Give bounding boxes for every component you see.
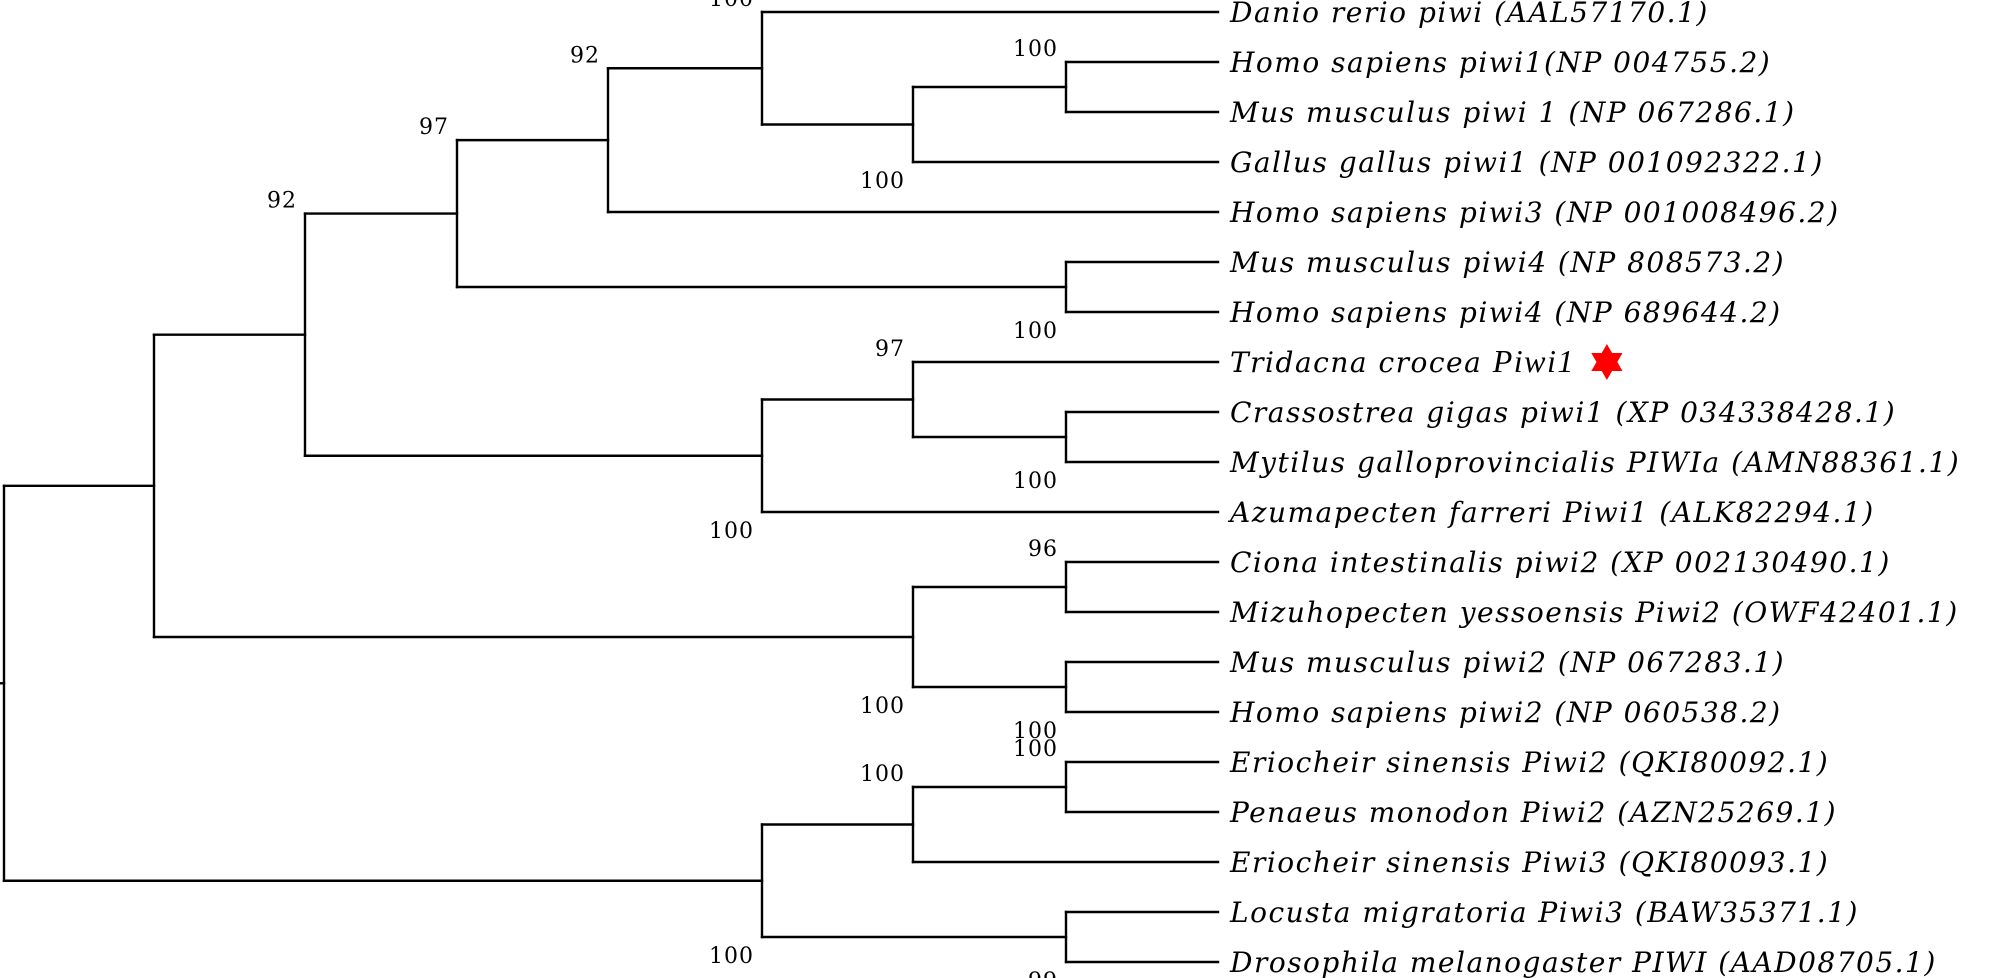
bootstrap-values: 1001001009210097100971009296100100100100… [267, 0, 1058, 978]
bootstrap-value: 100 [709, 519, 754, 544]
taxon-label: Mus musculus piwi 1 (NP 067286.1) [1229, 96, 1796, 129]
taxon-label: Danio rerio piwi (AAL57170.1) [1229, 0, 1709, 29]
bootstrap-value: 100 [860, 762, 905, 787]
taxon-label: Ciona intestinalis piwi2 (XP 002130490.1… [1230, 546, 1891, 579]
bootstrap-value: 92 [267, 189, 297, 214]
highlighted-taxon-label: Tridacna crocea Piwi1 [1230, 343, 1575, 379]
bootstrap-value: 97 [419, 115, 449, 140]
bootstrap-value: 100 [1013, 319, 1058, 344]
taxon-label: Crassostrea gigas piwi1 (XP 034338428.1) [1230, 396, 1896, 429]
star-icon [1591, 344, 1623, 380]
taxon-labels: Danio rerio piwi (AAL57170.1) Homo sapien… [1227, 0, 1960, 978]
taxon-label: Mus musculus piwi2 (NP 067283.1) [1229, 646, 1785, 679]
taxon-label: Homo sapiens piwi2 (NP 060538.2) [1229, 696, 1782, 729]
bootstrap-value: 100 [1013, 719, 1058, 744]
taxon-label: Mytilus galloprovincialis PIWIa (AMN8836… [1229, 446, 1960, 479]
bootstrap-value: 100 [860, 169, 905, 194]
taxon-label-suffix: Piwi1 [1492, 343, 1575, 379]
bootstrap-value: 92 [570, 43, 600, 68]
taxon-label: Mizuhopecten yessoensis Piwi2 (OWF42401.… [1229, 596, 1959, 629]
bootstrap-value: 100 [1013, 37, 1058, 62]
taxon-label: Gallus gallus piwi1 (NP 001092322.1) [1230, 146, 1824, 179]
bootstrap-value: 97 [875, 337, 905, 362]
taxon-label: Locusta migratoria Piwi3 (BAW35371.1) [1229, 896, 1859, 929]
taxon-label: Homo sapiens piwi1(NP 004755.2) [1229, 46, 1771, 79]
bootstrap-value: 100 [709, 0, 754, 12]
taxon-label: Homo sapiens piwi4 (NP 689644.2) [1229, 296, 1782, 329]
bootstrap-value: 100 [1013, 469, 1058, 494]
bootstrap-value: 96 [1028, 537, 1058, 562]
taxon-label: Mus musculus piwi4 (NP 808573.2) [1229, 246, 1785, 279]
bootstrap-value: 100 [709, 944, 754, 969]
bootstrap-value: 99 [1028, 969, 1058, 978]
taxon-label: Eriocheir sinensis Piwi3 (QKI80093.1) [1229, 846, 1829, 879]
taxon-label: Azumapecten farreri Piwi1 (ALK82294.1) [1227, 496, 1875, 529]
bootstrap-value: 100 [860, 694, 905, 719]
taxon-label: Homo sapiens piwi3 (NP 001008496.2) [1229, 196, 1840, 229]
branches [0, 10, 1220, 964]
taxon-label: Penaeus monodon Piwi2 (AZN25269.1) [1229, 796, 1837, 829]
taxon-label: Drosophila melanogaster PIWI (AAD08705.1… [1229, 946, 1937, 978]
taxon-label: Eriocheir sinensis Piwi2 (QKI80092.1) [1229, 746, 1829, 779]
bootstrap-value: 100 [1013, 737, 1058, 762]
